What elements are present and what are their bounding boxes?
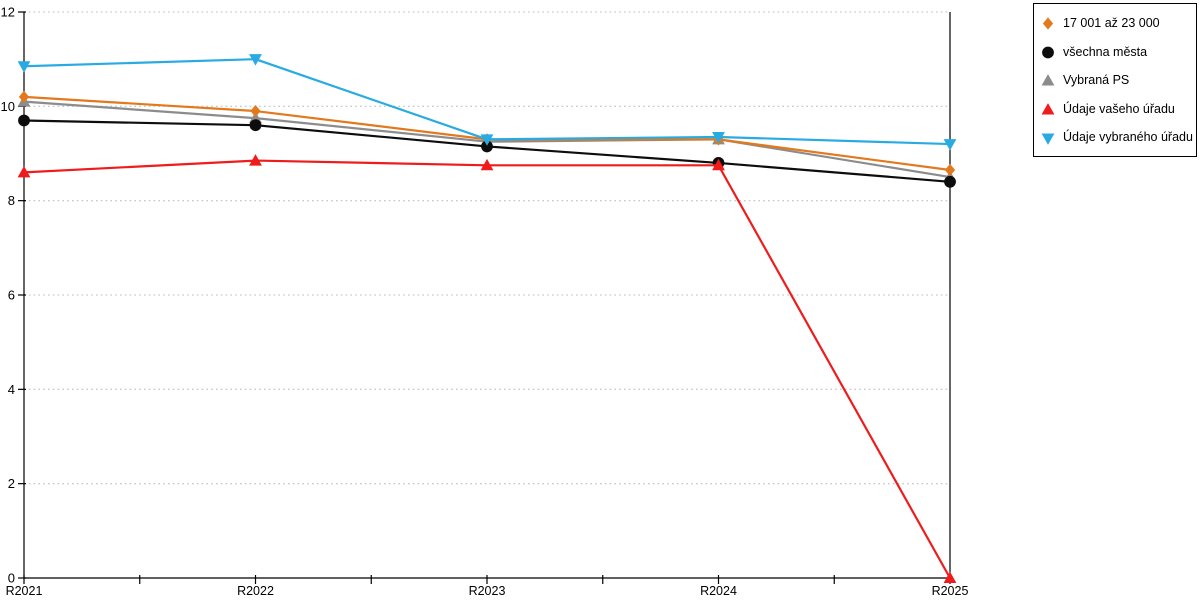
- marker-diamond-icon: [18, 90, 30, 103]
- legend-item-1: všechna města: [1040, 38, 1190, 67]
- marker-triangle-down-icon: [249, 54, 262, 66]
- legend-label: Údaje vybraného úřadu: [1063, 130, 1193, 145]
- marker-circle-icon: [481, 140, 493, 153]
- y-tick-label: 4: [8, 382, 15, 397]
- marker-triangle-down-icon: [943, 139, 957, 151]
- marker-triangle-down-icon: [480, 134, 494, 146]
- x-tick-label: R2022: [237, 584, 274, 598]
- marker-triangle-up-icon: [17, 165, 31, 178]
- legend-marker-diamond-icon: [1042, 17, 1054, 30]
- marker-diamond-icon: [1042, 17, 1054, 30]
- marker-triangle-up-icon: [1041, 103, 1055, 115]
- series-3: [17, 154, 957, 583]
- marker-triangle-up-icon: [1041, 74, 1055, 86]
- y-tick-label: 2: [8, 476, 15, 491]
- legend-label: všechna města: [1063, 44, 1148, 59]
- series-4: [17, 54, 957, 151]
- marker-circle-icon: [1042, 46, 1054, 59]
- legend-item-2: Vybraná PS: [1040, 66, 1190, 95]
- legend-label: 17 001 až 23 000: [1063, 16, 1160, 31]
- marker-circle-icon: [249, 119, 262, 132]
- x-tick-label: R2023: [469, 584, 506, 598]
- legend-item-0: 17 001 až 23 000: [1040, 9, 1190, 38]
- y-tick-label: 8: [8, 193, 15, 208]
- marker-circle-icon: [944, 175, 956, 188]
- legend-item-3: Údaje vašeho úřadu: [1040, 95, 1190, 124]
- marker-triangle-up-icon: [943, 571, 957, 583]
- marker-triangle-down-icon: [1041, 133, 1055, 145]
- x-tick-label: R2024: [700, 584, 737, 598]
- y-tick-label: 6: [8, 288, 15, 303]
- series-1: [18, 114, 956, 188]
- legend-marker-triangle-up-icon: [1041, 103, 1055, 115]
- legend-marker-triangle-down-icon: [1041, 133, 1055, 145]
- legend-item-4: Údaje vybraného úřadu: [1040, 123, 1193, 152]
- chart-legend: 17 001 až 23 000 všechna města Vybraná PS Ú…: [1033, 3, 1197, 157]
- marker-triangle-down-icon: [712, 131, 725, 144]
- marker-triangle-up-icon: [480, 158, 494, 171]
- series-line: [23, 159, 951, 579]
- marker-diamond-icon: [944, 163, 956, 177]
- x-tick-label: R2025: [932, 584, 969, 598]
- legend-marker-circle-icon: [1042, 46, 1054, 59]
- legend-label: Vybraná PS: [1063, 73, 1130, 88]
- marker-diamond-icon: [250, 104, 261, 118]
- marker-triangle-up-icon: [712, 158, 725, 171]
- y-tick-label: 12: [1, 5, 15, 20]
- y-tick-label: 10: [1, 99, 15, 114]
- legend-marker-triangle-up-icon: [1041, 74, 1055, 86]
- marker-circle-icon: [18, 114, 30, 127]
- series-line: [23, 58, 951, 146]
- marker-triangle-up-icon: [249, 154, 262, 166]
- x-tick-label: R2021: [6, 584, 43, 598]
- legend-label: Údaje vašeho úřadu: [1063, 101, 1175, 116]
- marker-triangle-down-icon: [17, 61, 31, 73]
- y-tick-label: 0: [8, 571, 15, 586]
